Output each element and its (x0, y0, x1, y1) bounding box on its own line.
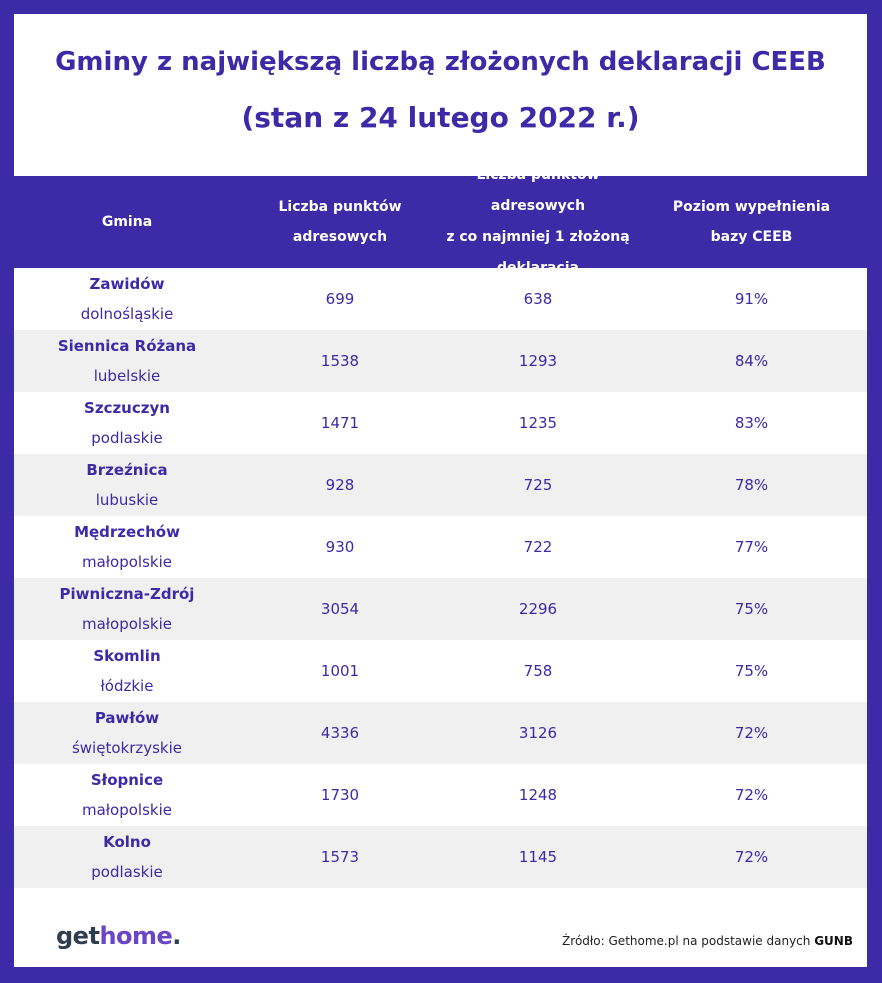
cell-declared: 1293 (518, 352, 558, 370)
source-bold: GUNB (814, 934, 853, 948)
cell-points: 699 (325, 290, 355, 308)
cell-gmina: Skomlin łódzkie (14, 640, 240, 702)
header-declared: Liczba punktów adresowych z co najmniej … (440, 167, 636, 276)
cell-level: 83% (734, 414, 769, 432)
table-row: Brzeźnica lubuskie 928 725 78% (14, 454, 867, 516)
cell-gmina: Słopnice małopolskie (14, 764, 240, 826)
header-gmina: Gmina (14, 176, 240, 268)
header-level: Poziom wypełnienia bazy CEEB (636, 176, 867, 268)
header-gmina-line: Gmina (101, 214, 153, 230)
cell-level: 77% (734, 538, 769, 556)
cell-gmina: Siennica Różana lubelskie (14, 330, 240, 392)
header-points: Liczba punktów adresowych (240, 176, 440, 268)
gmina-name: Skomlin (93, 647, 161, 665)
cell-declared: 1248 (518, 786, 558, 804)
table-header: Gmina Liczba punktów adresowych Liczba p… (14, 167, 867, 276)
gmina-region: lubelskie (93, 367, 161, 385)
cell-declared: 2296 (518, 600, 558, 618)
cell-level: 72% (734, 786, 769, 804)
cell-level: 72% (734, 724, 769, 742)
cell-declared: 638 (523, 290, 553, 308)
gmina-region: małopolskie (81, 553, 172, 571)
gmina-name: Kolno (103, 833, 151, 851)
cell-gmina: Kolno podlaskie (14, 826, 240, 888)
table-row: Słopnice małopolskie 1730 1248 72% (14, 764, 867, 826)
cell-points: 1538 (320, 352, 360, 370)
logo-part-dot: . (172, 922, 181, 950)
title-line-1: Gminy z największą liczbą złożonych dekl… (55, 47, 826, 77)
gmina-name: Słopnice (90, 771, 164, 789)
gmina-name: Piwniczna-Zdrój (59, 585, 195, 603)
cell-points: 930 (325, 538, 355, 556)
cell-gmina: Piwniczna-Zdrój małopolskie (14, 578, 240, 640)
table-body: Zawidów dolnośląskie 699 638 91% Siennica Róż… (14, 268, 867, 888)
cell-gmina: Pawłów świętokrzyskie (14, 702, 240, 764)
cell-level: 84% (734, 352, 769, 370)
header-points-line-2: adresowych (292, 229, 388, 245)
cell-level: 78% (734, 476, 769, 494)
cell-level: 91% (734, 290, 769, 308)
table-row: Zawidów dolnośląskie 699 638 91% (14, 268, 867, 330)
cell-points: 4336 (320, 724, 360, 742)
cell-level: 72% (734, 848, 769, 866)
gmina-region: podlaskie (91, 429, 163, 447)
cell-points: 3054 (320, 600, 360, 618)
source-note: Źródło: Gethome.pl na podstawie danych G… (562, 934, 853, 948)
cell-declared: 722 (523, 538, 553, 556)
table-row: Siennica Różana lubelskie 1538 1293 84% (14, 330, 867, 392)
gmina-name: Pawłów (94, 709, 160, 727)
cell-points: 928 (325, 476, 355, 494)
gethome-logo: gethome. (56, 922, 181, 950)
cell-declared: 758 (523, 662, 553, 680)
gmina-region: świętokrzyskie (71, 739, 183, 757)
cell-gmina: Szczuczyn podlaskie (14, 392, 240, 454)
chart-title: Gminy z największą liczbą złożonych dekl… (14, 14, 867, 174)
header-level-line-1: Poziom wypełnienia (672, 199, 831, 215)
cell-points: 1573 (320, 848, 360, 866)
chart-frame: Gminy z największą liczbą złożonych dekl… (14, 14, 867, 967)
gmina-region: lubuskie (95, 491, 159, 509)
header-declared-line-3: deklaracją (497, 260, 579, 276)
gmina-region: łódzkie (100, 677, 154, 695)
cell-gmina: Brzeźnica lubuskie (14, 454, 240, 516)
gmina-name: Szczuczyn (84, 399, 170, 417)
header-declared-line-1: Liczba punktów adresowych (476, 167, 600, 214)
cell-declared: 3126 (518, 724, 558, 742)
table-row: Piwniczna-Zdrój małopolskie 3054 2296 75% (14, 578, 867, 640)
header-points-line-1: Liczba punktów (278, 199, 402, 215)
gmina-region: podlaskie (91, 863, 163, 881)
header-declared-line-2: z co najmniej 1 złożoną (446, 229, 630, 245)
cell-level: 75% (734, 600, 769, 618)
source-prefix: Źródło: Gethome.pl na podstawie danych (562, 934, 815, 948)
table-row: Pawłów świętokrzyskie 4336 3126 72% (14, 702, 867, 764)
cell-points: 1730 (320, 786, 360, 804)
logo-part-get: get (56, 922, 100, 950)
gmina-region: dolnośląskie (80, 305, 174, 323)
cell-declared: 1235 (518, 414, 558, 432)
table-row: Szczuczyn podlaskie 1471 1235 83% (14, 392, 867, 454)
cell-gmina: Zawidów dolnośląskie (14, 268, 240, 330)
gmina-region: małopolskie (81, 801, 172, 819)
gmina-name: Brzeźnica (86, 461, 168, 479)
gmina-name: Siennica Różana (57, 337, 197, 355)
cell-declared: 1145 (518, 848, 558, 866)
table-row: Kolno podlaskie 1573 1145 72% (14, 826, 867, 888)
cell-gmina: Mędrzechów małopolskie (14, 516, 240, 578)
header-level-line-2: bazy CEEB (710, 229, 793, 245)
gmina-name: Mędrzechów (74, 523, 180, 541)
logo-part-home: home (99, 922, 173, 950)
cell-declared: 725 (523, 476, 553, 494)
table-row: Skomlin łódzkie 1001 758 75% (14, 640, 867, 702)
gmina-name: Zawidów (89, 275, 165, 293)
cell-points: 1471 (320, 414, 360, 432)
cell-points: 1001 (320, 662, 360, 680)
cell-level: 75% (734, 662, 769, 680)
gmina-region: małopolskie (81, 615, 172, 633)
table-row: Mędrzechów małopolskie 930 722 77% (14, 516, 867, 578)
title-line-2: (stan z 24 lutego 2022 r.) (241, 101, 640, 134)
